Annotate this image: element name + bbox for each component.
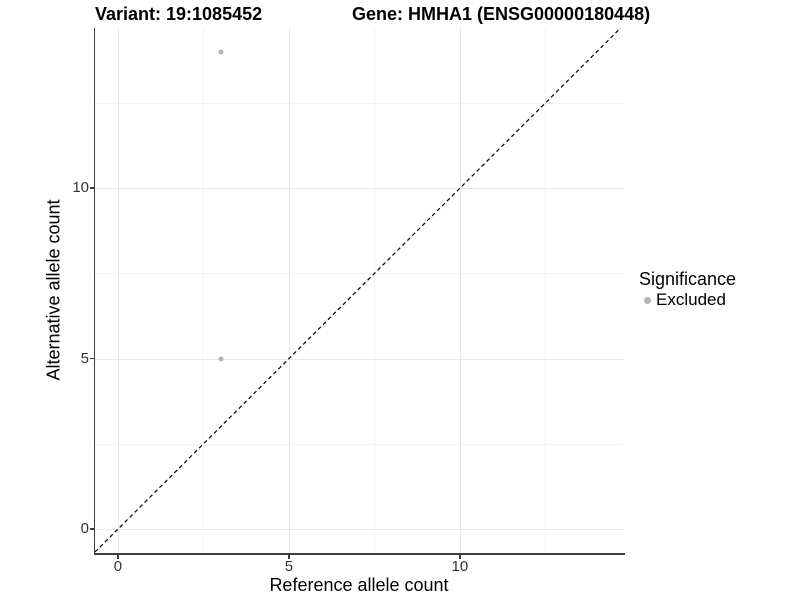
y-axis-line bbox=[93, 28, 95, 555]
legend-entry-label: Excluded bbox=[656, 290, 726, 309]
y-tick-label: 10 bbox=[72, 179, 89, 197]
gridline-vertical-minor bbox=[203, 28, 205, 553]
plot-title-gene: Gene: HMHA1 (ENSG00000180448) bbox=[352, 4, 651, 24]
gridline-vertical-minor bbox=[374, 28, 376, 553]
y-tick-label: 0 bbox=[80, 520, 89, 538]
x-tick-label: 0 bbox=[113, 558, 123, 575]
gridline-horizontal-minor bbox=[95, 273, 623, 275]
gridline-horizontal-minor bbox=[95, 103, 623, 104]
identity-line bbox=[95, 28, 622, 553]
plot-panel bbox=[95, 28, 623, 553]
legend-entries: Excluded bbox=[639, 290, 736, 310]
gridline-vertical-minor bbox=[545, 28, 547, 553]
gridline-horizontal-major bbox=[95, 188, 623, 190]
data-point bbox=[218, 356, 223, 362]
gridline-vertical-major bbox=[288, 28, 290, 553]
plot-title-variant: Variant: 19:1085452 bbox=[95, 4, 263, 24]
legend-title: Significance bbox=[639, 269, 737, 289]
x-tick-mark bbox=[288, 555, 290, 559]
x-tick-label: 5 bbox=[284, 558, 294, 575]
x-axis-line bbox=[93, 553, 625, 555]
data-point bbox=[218, 49, 223, 55]
gridline-horizontal-minor bbox=[95, 443, 623, 445]
x-axis-title: Reference allele count bbox=[269, 575, 449, 595]
y-tick-mark bbox=[89, 357, 94, 360]
legend: Significance Excluded bbox=[639, 268, 736, 310]
x-tick-mark bbox=[459, 555, 461, 559]
legend-entry: Excluded bbox=[639, 290, 736, 310]
y-tick-mark bbox=[89, 528, 94, 530]
gridline-vertical-major bbox=[459, 28, 461, 553]
y-tick-label: 5 bbox=[80, 349, 89, 367]
x-tick-mark bbox=[117, 555, 119, 559]
gridline-horizontal-major bbox=[95, 358, 623, 360]
x-tick-label: 10 bbox=[451, 558, 469, 575]
gridline-vertical-major bbox=[117, 28, 119, 553]
y-tick-mark bbox=[89, 187, 94, 189]
legend-key-dot bbox=[644, 296, 651, 304]
gridline-horizontal-major bbox=[95, 529, 623, 531]
